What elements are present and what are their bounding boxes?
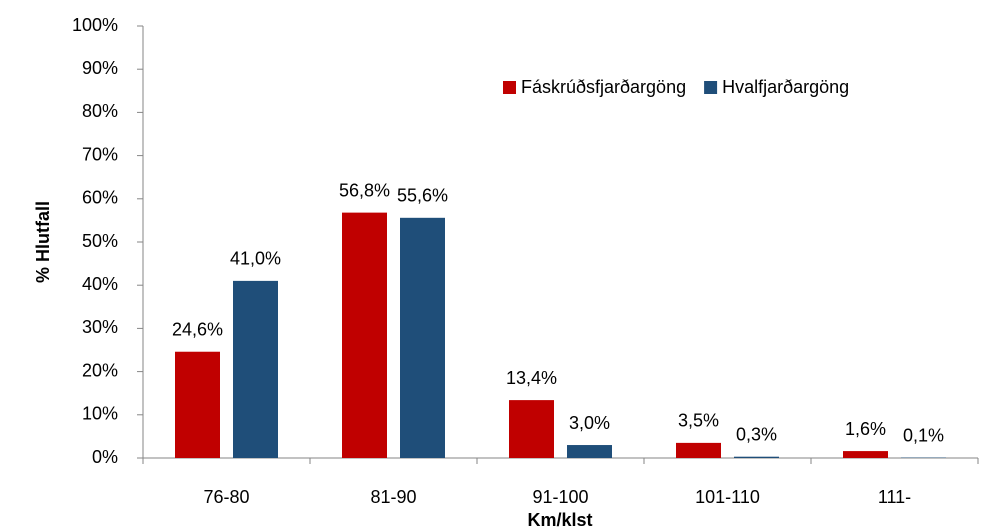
value-label: 24,6% [172,319,223,339]
bar [567,445,612,458]
bar [400,217,445,458]
y-tick-label: 50% [82,231,118,251]
y-tick-label: 0% [92,447,118,467]
x-tick-label: 111- [878,487,911,507]
bar [843,451,888,458]
y-tick-label: 100% [72,15,118,35]
y-tick-label: 80% [82,101,118,121]
x-tick-label: 76-80 [203,487,249,507]
x-axis-title: Km/klst [527,510,592,530]
y-tick-label: 90% [82,58,118,78]
bar [509,400,554,458]
y-tick-label: 70% [82,144,118,164]
y-tick-label: 10% [82,404,118,424]
x-tick-label: 101-110 [695,487,760,507]
value-label: 0,1% [903,425,944,445]
y-tick-label: 60% [82,188,118,208]
value-label: 56,8% [339,180,390,200]
x-tick-label: 81-90 [370,487,416,507]
value-label: 0,3% [736,424,777,444]
value-label: 3,5% [678,411,719,431]
bar [233,280,278,458]
y-tick-label: 30% [82,317,118,337]
legend-swatch [503,81,516,94]
y-axis-title: % Hlutfall [33,201,53,283]
bar [734,456,779,458]
bar [342,212,387,458]
x-tick-label: 91-100 [532,487,588,507]
y-tick-label: 20% [82,360,118,380]
legend-label: Hvalfjarðargöng [722,77,849,97]
bar [676,442,721,458]
value-label: 55,6% [397,186,448,206]
legend-swatch [704,81,718,94]
legend-label: Fáskrúðsfjarðargöng [521,77,686,97]
y-tick-label: 40% [82,274,118,294]
value-label: 41,0% [230,249,281,269]
value-label: 3,0% [569,413,610,433]
bar [175,351,220,458]
value-label: 1,6% [845,419,886,439]
value-label: 13,4% [506,368,557,388]
